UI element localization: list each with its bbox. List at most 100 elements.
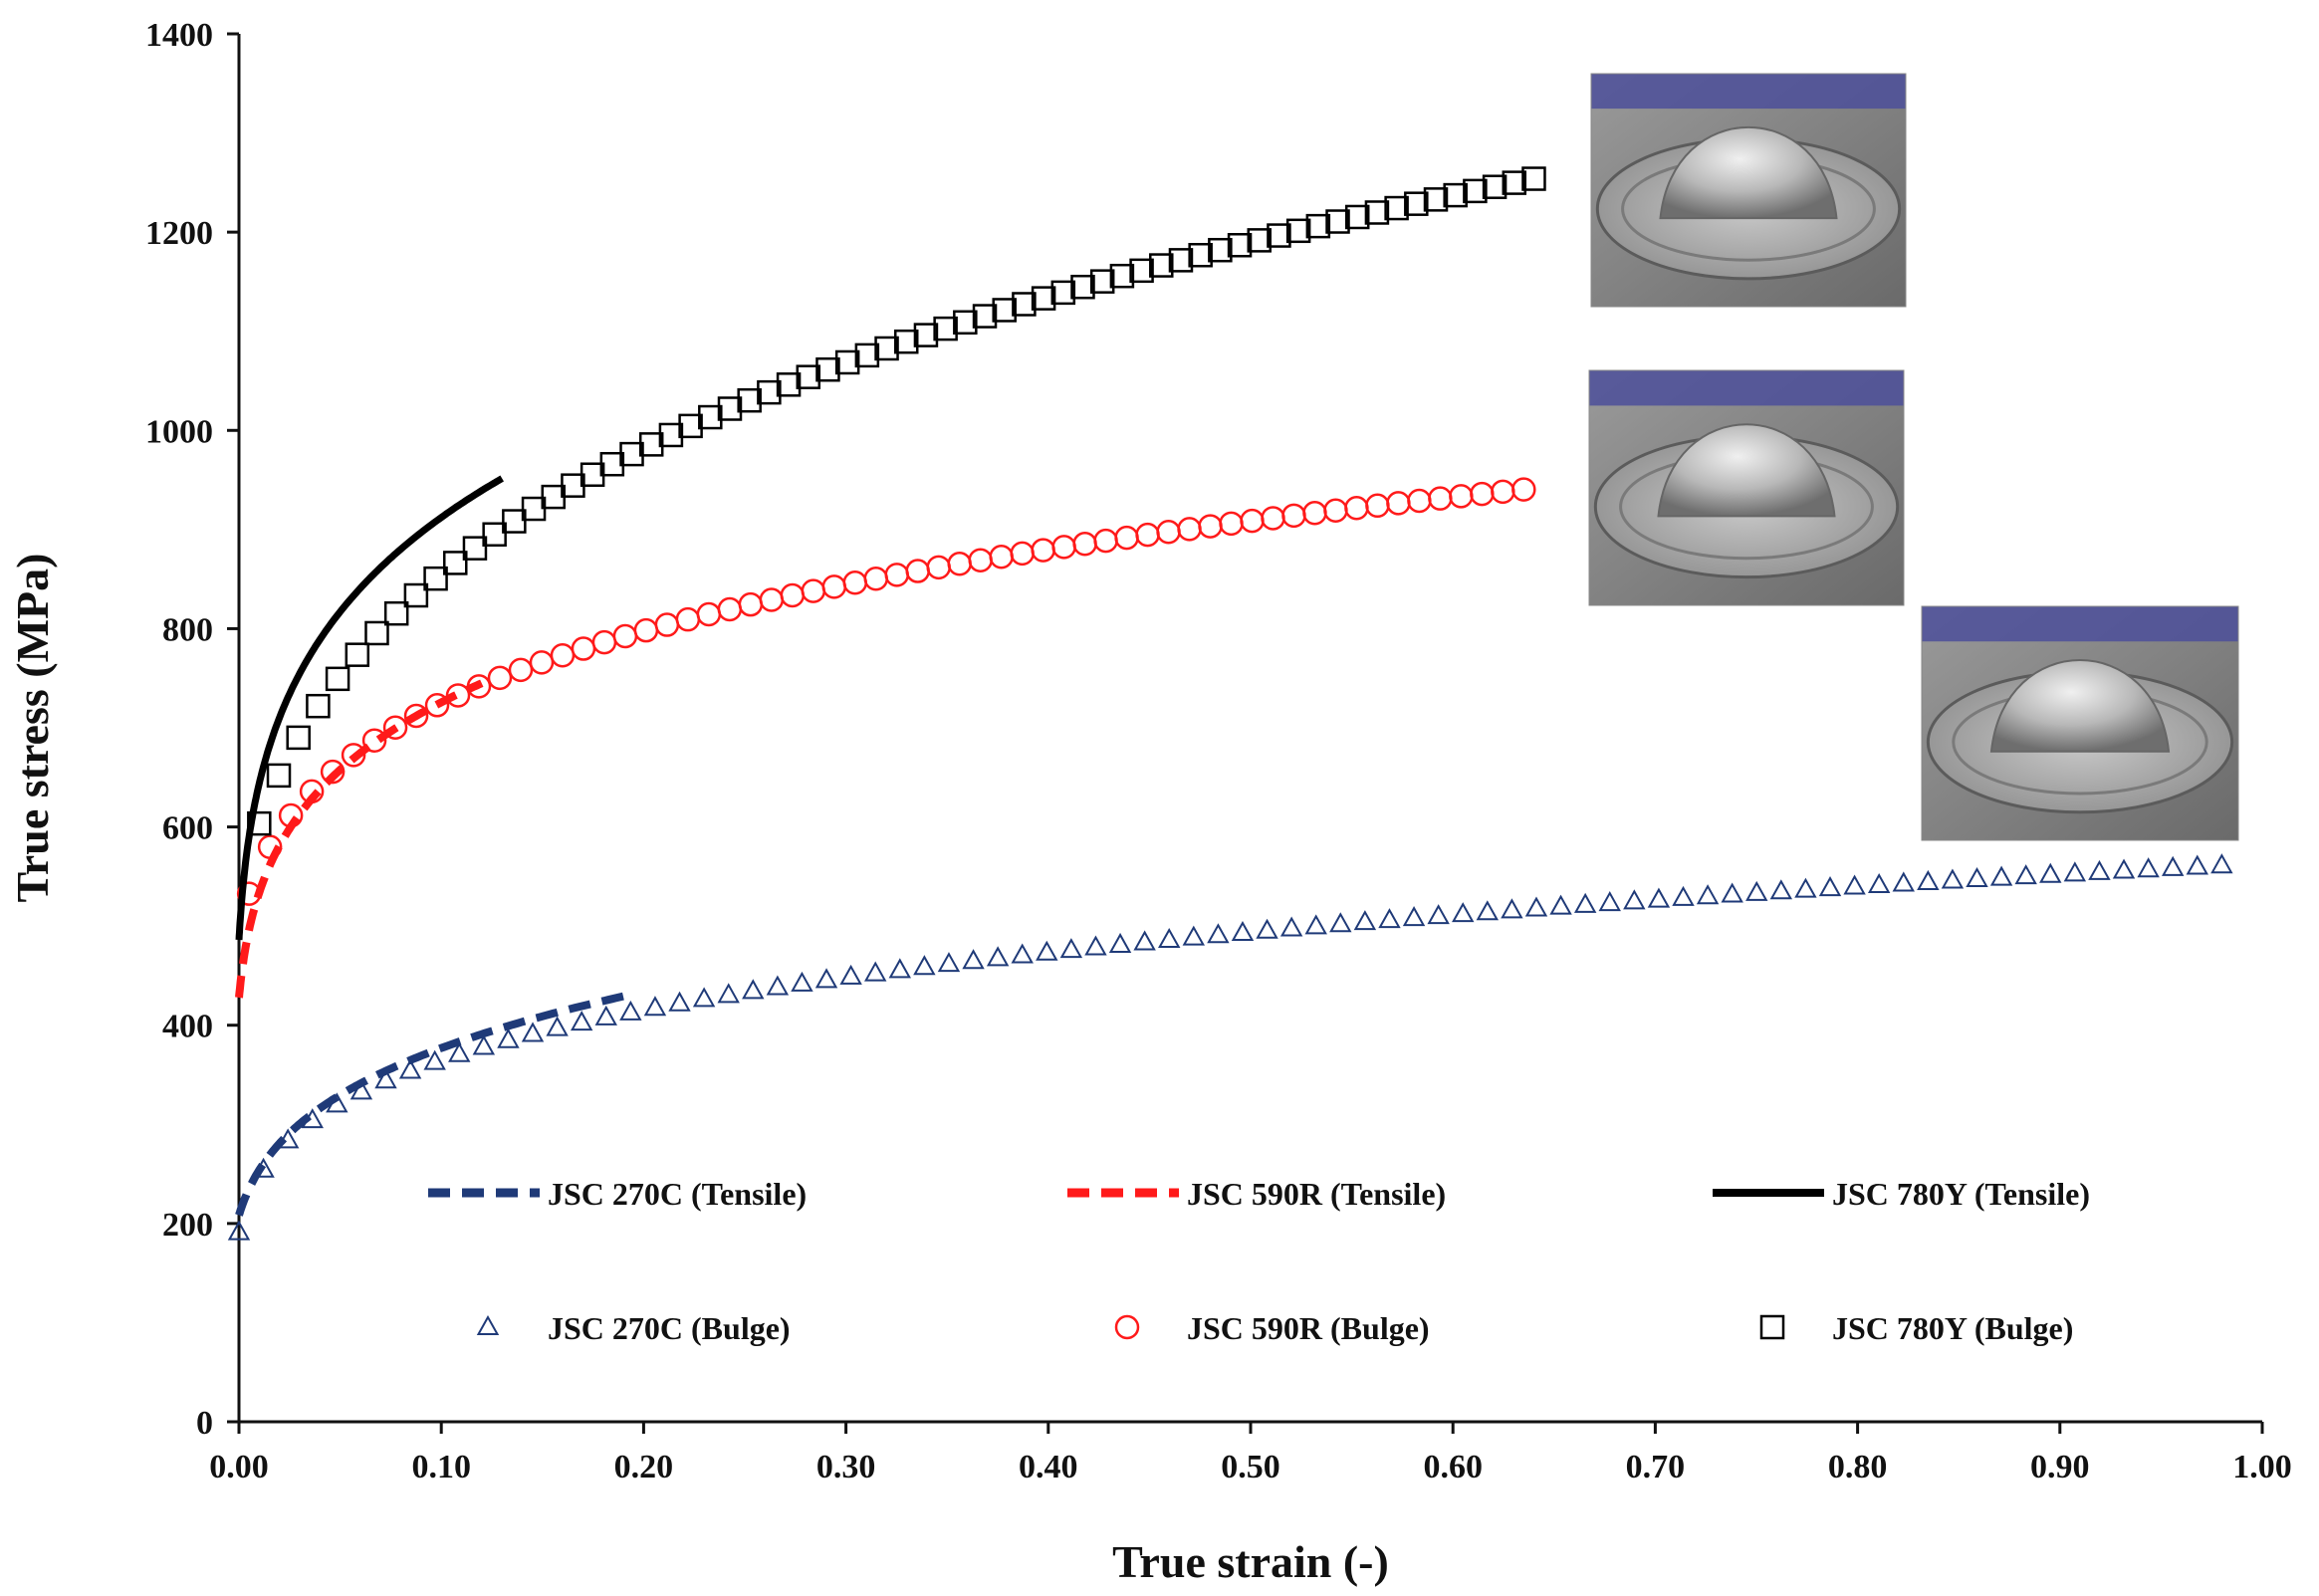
data-point — [992, 298, 1017, 323]
series-jsc-270c-bulge — [227, 853, 2233, 1241]
legend-label-780y-bulge: JSC 780Y (Bulge) — [1832, 1310, 2073, 1346]
data-point — [926, 555, 951, 580]
data-point — [361, 728, 387, 753]
data-point — [1072, 531, 1097, 557]
legend-marker — [1114, 1314, 1140, 1340]
data-point — [546, 1016, 569, 1036]
data-point — [1476, 900, 1500, 921]
data-point — [893, 329, 919, 354]
data-point — [905, 559, 930, 583]
data-point — [1386, 491, 1411, 516]
data-point — [675, 606, 701, 632]
photo-die-band — [1922, 606, 2238, 642]
data-point — [1240, 508, 1265, 534]
photo-die-band — [1589, 370, 1904, 406]
data-point — [757, 379, 782, 405]
data-point — [1133, 930, 1156, 951]
series-jsc-590r-bulge — [236, 477, 1536, 906]
data-point — [1407, 488, 1432, 514]
data-point — [571, 636, 596, 661]
y-axis-title: True stress (MPa) — [7, 554, 58, 903]
series-jsc-270c-tensile — [235, 992, 624, 1217]
photo-die-band — [1591, 74, 1906, 110]
photo-dome — [1989, 659, 2171, 753]
legend: JSC 270C (Tensile) JSC 590R (Tensile) JS… — [428, 1176, 2090, 1346]
data-point — [1428, 486, 1453, 511]
data-point — [986, 946, 1010, 967]
data-point — [1917, 869, 1940, 890]
data-point — [678, 413, 703, 439]
data-point — [619, 1000, 642, 1021]
data-point — [2210, 853, 2233, 874]
data-point — [1267, 223, 1291, 248]
y-tick-label: 1400 — [145, 17, 213, 54]
data-point — [1207, 923, 1230, 944]
data-point — [1036, 940, 1058, 961]
data-point — [570, 1011, 593, 1031]
data-point — [1188, 243, 1213, 268]
data-point — [1524, 896, 1548, 917]
legend-item-590r-bulge: JSC 590R (Bulge) — [1114, 1310, 1430, 1346]
legend-swatch-270c-bulge — [476, 1314, 500, 1335]
data-point — [1059, 938, 1083, 959]
specimen-photos — [1588, 73, 2239, 841]
data-point — [780, 582, 806, 608]
data-point — [398, 1058, 422, 1079]
y-tick-label: 0 — [196, 1405, 213, 1442]
data-point — [1427, 904, 1450, 925]
data-point — [766, 975, 790, 996]
data-point — [888, 958, 911, 979]
legend-item-780y-tensile: JSC 780Y (Tensile) — [1713, 1176, 2090, 1212]
data-point — [266, 763, 292, 789]
photo-dome — [1659, 125, 1838, 220]
data-point — [962, 949, 985, 970]
data-point — [341, 743, 366, 768]
data-point — [1549, 894, 1572, 915]
data-point — [2039, 862, 2062, 883]
series-layer — [227, 166, 2233, 1241]
data-point — [2137, 857, 2160, 878]
data-point — [1941, 868, 1965, 889]
data-point — [521, 1022, 545, 1042]
data-point — [1231, 920, 1255, 942]
x-tick-label: 0.30 — [816, 1449, 876, 1485]
specimen-photo-3 — [1921, 605, 2239, 841]
data-point — [1012, 292, 1037, 317]
data-point — [1672, 885, 1695, 906]
series-line-jsc-590r-tensile — [235, 679, 484, 999]
legend-swatch-590r-bulge — [1114, 1314, 1140, 1340]
data-point — [1281, 503, 1306, 529]
photo-frame — [1921, 605, 2239, 841]
data-point — [2161, 855, 2185, 876]
data-point — [1323, 498, 1348, 523]
legend-item-270c-tensile: JSC 270C (Tensile) — [428, 1176, 807, 1212]
data-point — [738, 591, 764, 617]
data-point — [1177, 517, 1202, 542]
series-line-jsc-270c-tensile — [235, 992, 624, 1217]
data-point — [508, 657, 534, 683]
data-point — [1084, 935, 1107, 956]
x-tick-label: 0.10 — [411, 1449, 471, 1485]
data-point — [1404, 191, 1429, 216]
data-point — [1050, 280, 1076, 306]
data-point — [654, 612, 680, 637]
data-point — [668, 991, 691, 1012]
data-point — [345, 642, 370, 667]
data-point — [1261, 506, 1285, 531]
axes — [227, 32, 2264, 1434]
data-point — [1305, 213, 1331, 239]
data-point — [933, 316, 958, 342]
x-axis-title: True strain (-) — [1112, 1536, 1389, 1587]
data-point — [1521, 166, 1546, 191]
data-point — [448, 1041, 471, 1062]
data-point — [814, 968, 838, 989]
data-point — [1109, 263, 1135, 289]
data-point — [619, 441, 644, 467]
data-point — [462, 536, 488, 561]
data-point — [1966, 866, 1988, 888]
data-point — [953, 310, 978, 336]
data-point — [1647, 887, 1671, 908]
data-point — [801, 578, 826, 603]
data-point — [1031, 286, 1056, 311]
data-point — [1198, 514, 1223, 539]
